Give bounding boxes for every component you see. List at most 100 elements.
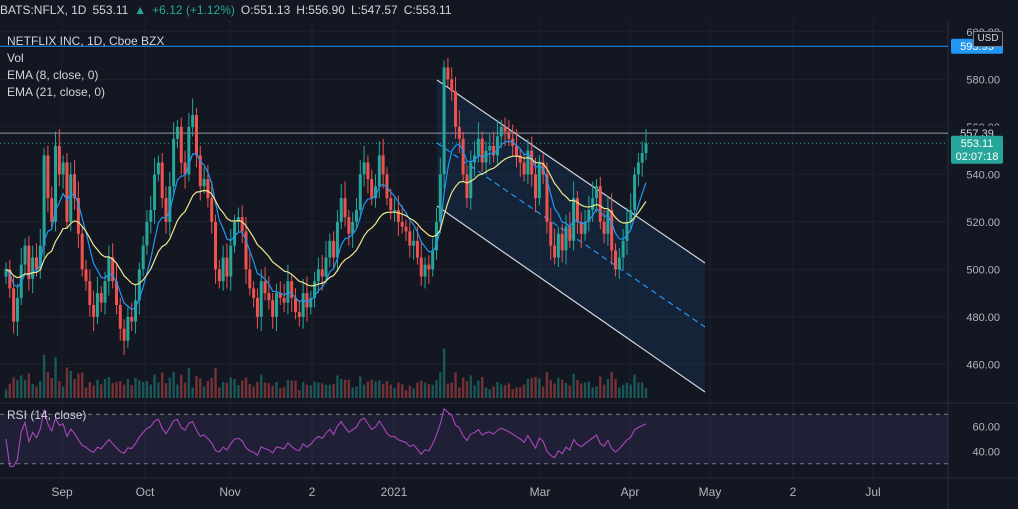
candle-body	[137, 269, 141, 301]
candle-body	[187, 126, 191, 175]
volume-bar	[199, 378, 202, 398]
candle-body	[259, 281, 263, 317]
candle-body	[54, 145, 58, 222]
candle-body	[76, 198, 80, 234]
candle-body	[488, 145, 492, 151]
legend-vol[interactable]: Vol	[7, 51, 24, 65]
volume-bar	[27, 373, 31, 398]
volume-bar	[31, 383, 34, 398]
volume-bar	[450, 382, 453, 398]
candle-body	[294, 297, 298, 313]
volume-bar	[92, 385, 95, 398]
candle-body	[446, 67, 450, 80]
symbol-label[interactable]: BATS:NFLX, 1D	[0, 3, 87, 17]
candle-body	[118, 305, 122, 329]
legend-ema8[interactable]: EMA (8, close, 0)	[7, 68, 99, 82]
candle-body	[210, 198, 214, 222]
volume-bar	[252, 386, 255, 398]
volume-bar	[515, 387, 518, 398]
volume-bar	[195, 375, 198, 398]
volume-bar	[244, 377, 248, 398]
volume-bar	[541, 386, 545, 398]
candle-body	[514, 145, 518, 156]
volume-bar	[130, 385, 133, 398]
candle-body	[324, 257, 328, 277]
volume-bar	[484, 387, 488, 398]
candle-body	[389, 198, 393, 210]
volume-bar	[446, 383, 450, 398]
candle-body	[328, 240, 332, 258]
volume-bar	[420, 380, 423, 398]
volume-bar	[465, 381, 469, 398]
candle-body	[579, 221, 583, 234]
candle-body	[15, 297, 19, 322]
volume-bar	[412, 388, 415, 398]
volume-bar	[477, 380, 480, 398]
candle-body	[271, 300, 275, 317]
price-change: +6.12 (+1.12%)	[152, 3, 235, 17]
volume-bar	[522, 384, 526, 398]
volume-bar	[530, 378, 533, 398]
candle-body	[469, 162, 473, 199]
open-value: O:551.13	[240, 3, 291, 17]
candle-body	[57, 145, 61, 175]
channel-lower-line	[436, 205, 706, 393]
price-tick-label: 500.00	[966, 264, 1000, 276]
volume-bar	[637, 382, 640, 398]
volume-bar	[160, 372, 164, 398]
volume-bar	[488, 389, 492, 398]
rsi-line	[5, 407, 647, 467]
volume-bar	[621, 384, 625, 398]
volume-bar	[431, 384, 434, 398]
candle-body	[518, 155, 522, 163]
candle-body	[80, 233, 84, 270]
volume-bar	[393, 388, 396, 398]
candle-body	[602, 221, 606, 234]
price-tick-label: 460.00	[966, 359, 1000, 371]
volume-bar	[46, 371, 50, 398]
candle-body	[263, 281, 267, 294]
volume-bar	[103, 378, 107, 398]
volume-bar	[378, 380, 381, 398]
volume-bar	[176, 384, 179, 398]
volume-bar	[225, 382, 229, 398]
candle-body	[168, 186, 172, 222]
candle-body	[412, 240, 416, 246]
candle-body	[549, 221, 553, 246]
candle-body	[495, 136, 499, 156]
candle-body	[457, 126, 461, 139]
candle-body	[545, 174, 549, 222]
currency-button[interactable]: USD	[973, 31, 1003, 47]
volume-bar	[73, 379, 76, 398]
candle-body	[179, 126, 183, 163]
candle-body	[4, 269, 8, 277]
volume-bar	[145, 381, 149, 398]
candle-body	[374, 186, 378, 199]
rsi-legend[interactable]: RSI (14, close)	[7, 408, 87, 422]
legend-ema21[interactable]: EMA (21, close, 0)	[7, 85, 106, 99]
candle-body	[61, 162, 65, 175]
volume-bar	[324, 384, 328, 398]
time-tick-label: Apr	[621, 485, 640, 499]
volume-bar	[172, 372, 175, 398]
candle-body	[278, 293, 282, 298]
volume-bar	[618, 387, 621, 398]
candle-body	[587, 210, 591, 222]
candle-body	[393, 210, 397, 211]
volume-bar	[359, 376, 362, 398]
candle-body	[473, 155, 477, 163]
volume-bar	[473, 385, 476, 398]
volume-bar	[606, 379, 610, 398]
volume-bar	[564, 383, 568, 398]
candle-body	[134, 300, 138, 322]
candle-body	[50, 198, 54, 222]
candle-body	[606, 210, 610, 234]
volume-bar	[389, 384, 392, 398]
volume-bar	[519, 387, 522, 398]
candle-body	[183, 162, 187, 175]
volume-bar	[602, 384, 606, 398]
candle-body	[172, 138, 176, 187]
candle-body	[591, 198, 595, 210]
candle-body	[240, 217, 244, 232]
